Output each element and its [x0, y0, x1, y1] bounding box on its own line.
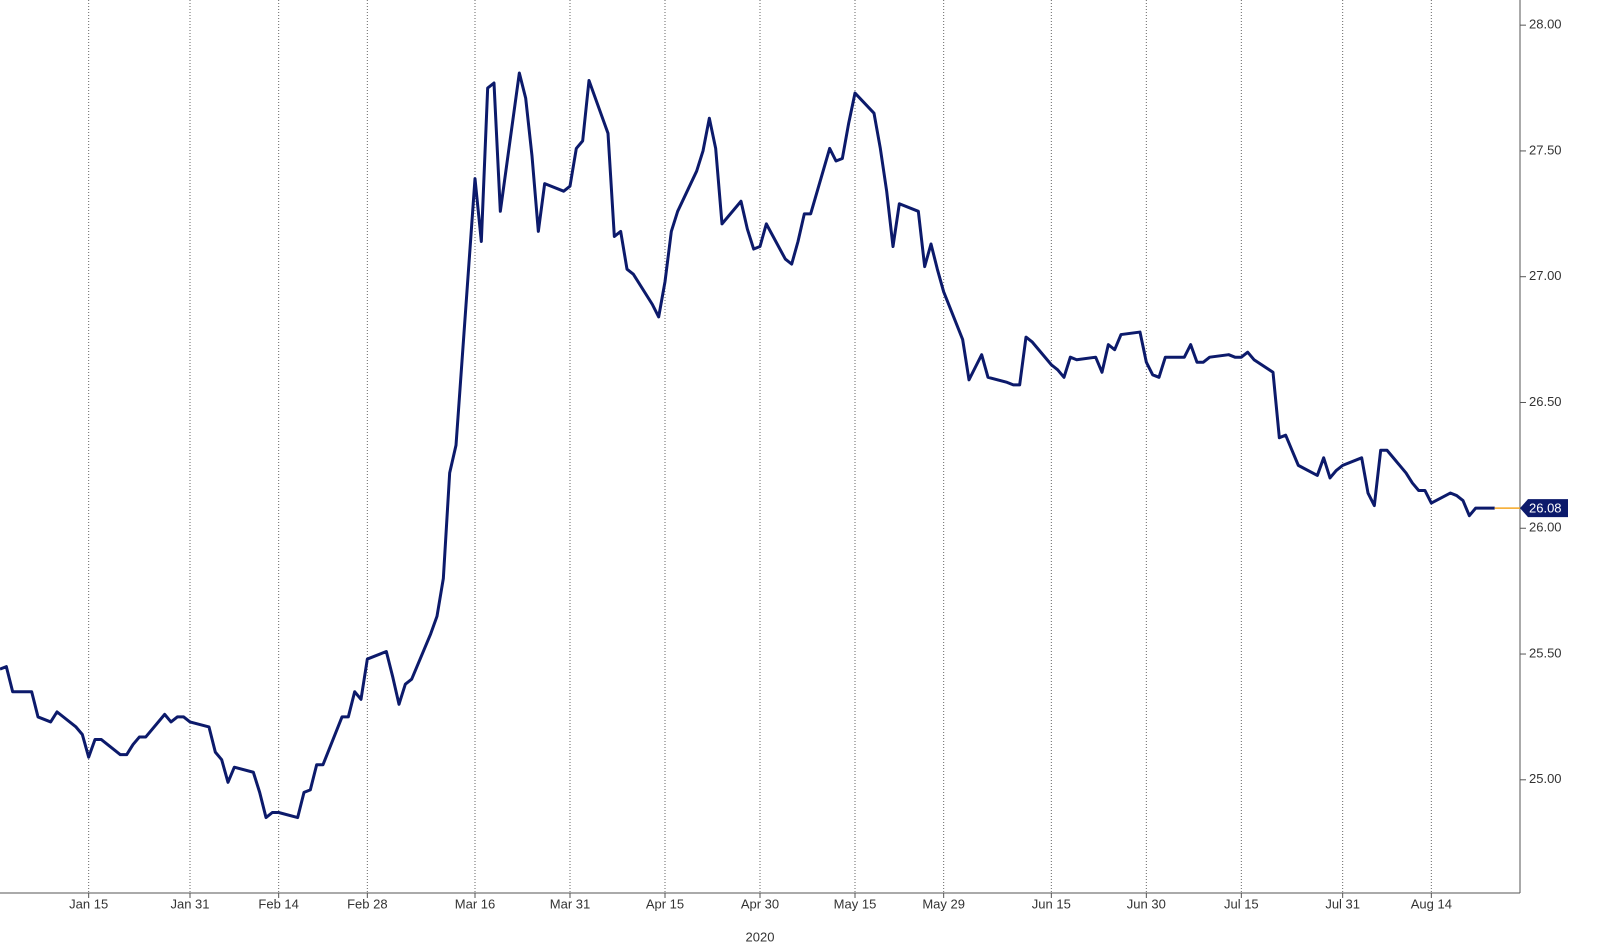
x-tick-label: Jul 31	[1325, 896, 1360, 911]
x-tick-label: May 29	[922, 896, 965, 911]
x-tick-label: Mar 16	[455, 896, 495, 911]
x-tick-label: Feb 14	[258, 896, 298, 911]
y-tick-label: 27.00	[1529, 268, 1562, 283]
y-tick-label: 26.50	[1529, 394, 1562, 409]
y-tick-label: 25.00	[1529, 771, 1562, 786]
y-tick-label: 25.50	[1529, 645, 1562, 660]
line	[0, 71, 1495, 820]
y-tick-label: 26.00	[1529, 520, 1562, 535]
x-tick-label: Jan 15	[69, 896, 108, 911]
x-tick-label: Jul 15	[1224, 896, 1259, 911]
y-tick-label: 27.50	[1529, 142, 1562, 157]
x-tick-label: Apr 15	[646, 896, 684, 911]
x-tick-label: Mar 31	[550, 896, 590, 911]
last-value-label: 26.08	[1529, 501, 1562, 516]
x-tick-label: Jan 31	[170, 896, 209, 911]
x-tick-label: Apr 30	[741, 896, 779, 911]
x-tick-label: May 15	[834, 896, 877, 911]
x-tick-label: Feb 28	[347, 896, 387, 911]
x-tick-label: Jun 30	[1127, 896, 1166, 911]
x-axis-label: 2020	[746, 929, 775, 944]
y-tick-label: 28.00	[1529, 17, 1562, 32]
last-value-badge	[1520, 499, 1568, 518]
x-tick-label: Aug 14	[1411, 896, 1452, 911]
x-tick-label: Jun 15	[1032, 896, 1071, 911]
